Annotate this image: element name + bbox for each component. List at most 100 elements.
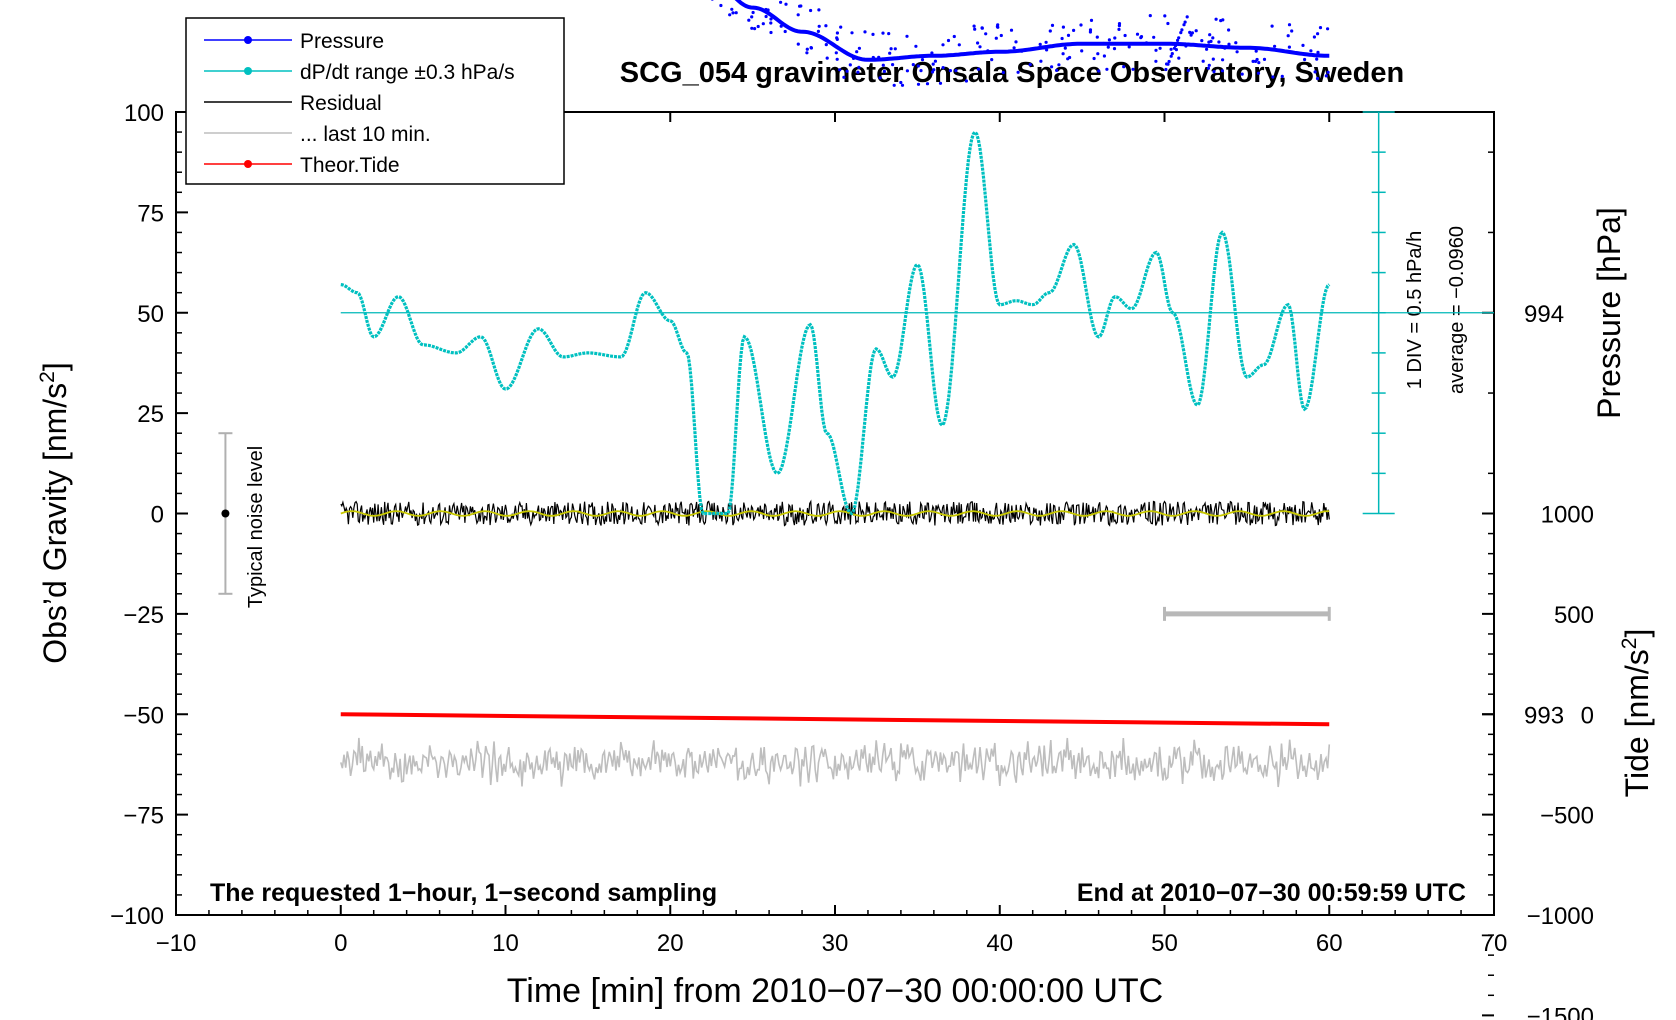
pressure-point bbox=[1326, 27, 1330, 31]
pressure-point bbox=[891, 63, 895, 67]
pressure-point bbox=[1095, 35, 1099, 39]
pressure-point bbox=[848, 63, 852, 67]
pressure-point bbox=[933, 59, 938, 63]
pressure-point bbox=[1028, 63, 1032, 67]
pressure-point bbox=[824, 24, 828, 28]
pressure-point bbox=[1179, 30, 1183, 35]
pressure-point bbox=[919, 69, 923, 73]
pressure-point bbox=[1212, 70, 1216, 74]
pressure-point bbox=[1177, 36, 1181, 40]
pressure-point bbox=[731, 11, 735, 15]
pressure-point bbox=[728, 13, 732, 17]
pressure-point bbox=[948, 69, 953, 73]
pressure-point bbox=[952, 34, 956, 39]
pressure-point bbox=[972, 24, 976, 28]
pressure-point bbox=[957, 43, 961, 47]
legend-label: dP/dt range ±0.3 hPa/s bbox=[300, 61, 515, 84]
axis-ticks: −10 0 10 20 30 40 50 60 701007550250−25−50−75−10… bbox=[110, 100, 1594, 1020]
pressure-point bbox=[857, 65, 861, 69]
pressure-point bbox=[976, 67, 981, 71]
pressure-point bbox=[850, 31, 854, 35]
pressure-point bbox=[1313, 70, 1317, 74]
pressure-point bbox=[1066, 57, 1070, 61]
pressure-point bbox=[994, 36, 998, 40]
pressure-point bbox=[1020, 49, 1024, 53]
pressure-point bbox=[1044, 40, 1048, 44]
tide-tick-label: −500 bbox=[1540, 803, 1594, 830]
pressure-point bbox=[1182, 23, 1186, 27]
y-tick-label: −75 bbox=[123, 803, 164, 830]
pressure-point bbox=[1072, 28, 1076, 32]
note-end-time: End at 2010−07−30 00:59:59 UTC bbox=[1077, 879, 1466, 907]
pressure-point bbox=[1324, 74, 1328, 78]
pressure-point bbox=[734, 11, 738, 15]
last-10-min-line bbox=[340, 737, 1331, 788]
pressure-point bbox=[783, 29, 787, 34]
pressure-point bbox=[1219, 19, 1223, 23]
legend-marker bbox=[244, 36, 252, 44]
chart-title: SCG_054 gravimeter Onsala Space Observat… bbox=[620, 57, 1404, 89]
pressure-series bbox=[710, 0, 1330, 87]
pressure-point bbox=[805, 47, 809, 51]
pressure-point bbox=[1163, 14, 1167, 18]
pressure-point bbox=[1001, 70, 1005, 75]
pressure-point bbox=[877, 55, 881, 60]
pressure-point bbox=[769, 30, 773, 35]
pressure-point bbox=[834, 51, 838, 55]
pressure-point bbox=[1287, 23, 1292, 27]
pressure-point bbox=[1080, 49, 1084, 53]
pressure-point bbox=[1173, 44, 1178, 48]
pressure-point bbox=[1280, 74, 1284, 78]
pressure-point bbox=[730, 7, 734, 11]
pressure-point bbox=[1102, 41, 1106, 46]
pressure-point bbox=[1185, 15, 1189, 19]
pressure-point bbox=[779, 24, 783, 28]
pressure-point bbox=[764, 14, 768, 19]
pressure-point bbox=[1061, 25, 1065, 29]
pressure-point bbox=[756, 24, 760, 29]
pressure-point bbox=[930, 51, 934, 55]
pressure-point bbox=[1169, 54, 1173, 58]
pressure-point bbox=[750, 15, 754, 19]
tide-tick-label: −1500 bbox=[1527, 1003, 1594, 1020]
pressure-point bbox=[1106, 45, 1110, 49]
pressure-point bbox=[881, 31, 885, 35]
pressure-point bbox=[1097, 69, 1101, 73]
y-tick-label: 50 bbox=[137, 301, 164, 328]
pressure-point bbox=[1057, 63, 1061, 67]
pressure-point bbox=[1301, 43, 1305, 48]
pressure-point bbox=[1089, 18, 1094, 22]
pressure-point bbox=[1271, 75, 1275, 79]
pressure-point bbox=[986, 49, 990, 53]
y-tick-label: −25 bbox=[123, 602, 164, 629]
x-axis-label: Time [min] from 2010−07−30 00:00:00 UTC bbox=[507, 972, 1163, 1010]
pressure-point bbox=[769, 21, 773, 25]
pressure-point bbox=[817, 24, 821, 28]
pressure-point bbox=[941, 43, 945, 47]
pressure-point bbox=[1135, 32, 1140, 36]
pressure-point bbox=[1251, 59, 1255, 64]
pressure-point bbox=[1016, 70, 1020, 74]
pressure-point bbox=[1061, 52, 1065, 56]
pressure-point bbox=[1164, 67, 1168, 72]
pressure-point bbox=[1117, 27, 1121, 31]
pressure-point bbox=[1316, 32, 1320, 36]
pressure-point bbox=[911, 63, 915, 67]
smoothed-residual-line bbox=[340, 510, 1330, 517]
pressure-point bbox=[1286, 34, 1290, 38]
pressure-point bbox=[1144, 41, 1149, 45]
pressure-point bbox=[1055, 68, 1059, 72]
pressure-point bbox=[892, 83, 896, 87]
pressure-point bbox=[1214, 17, 1218, 21]
pressure-point bbox=[1154, 48, 1158, 52]
pressure-point bbox=[1009, 28, 1014, 32]
pressure-point bbox=[835, 57, 839, 61]
y-axis-label-left: Obs’d Gravity [nm/s2] bbox=[36, 362, 73, 664]
pressure-point bbox=[1309, 49, 1313, 53]
pressure-point bbox=[1223, 46, 1227, 50]
pressure-point bbox=[976, 41, 980, 45]
pressure-point bbox=[805, 51, 809, 55]
noise-bar-dot bbox=[221, 509, 230, 518]
pressure-point bbox=[1117, 24, 1121, 28]
pressure-point bbox=[871, 32, 875, 37]
